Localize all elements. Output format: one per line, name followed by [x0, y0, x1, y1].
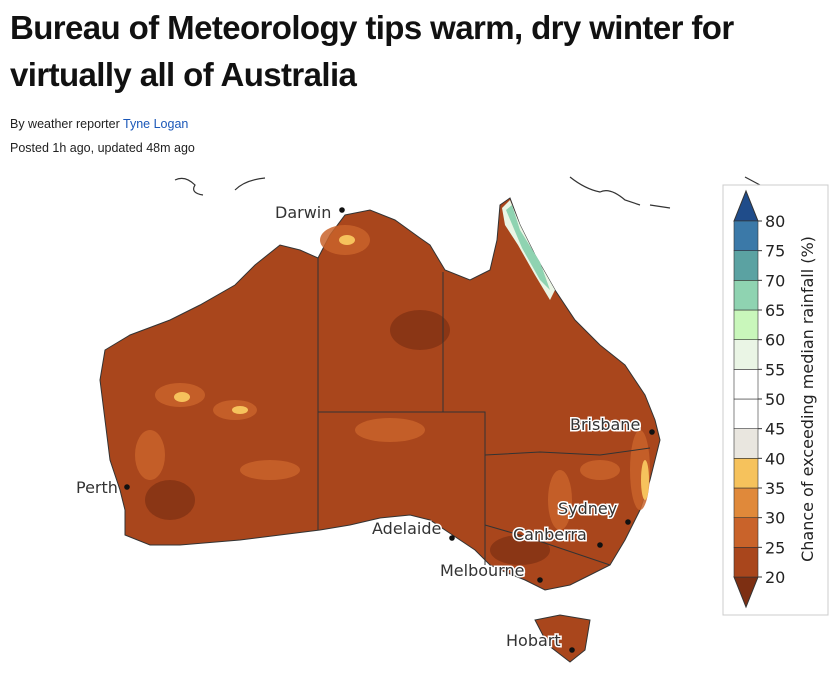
legend-swatch	[733, 458, 759, 489]
cities: Darwin Brisbane Perth Sydney Adelaide Canberr…	[75, 202, 655, 653]
city-label: Melbourne	[440, 561, 524, 580]
legend-tick-label: 75	[765, 242, 785, 261]
warm-patch	[232, 406, 248, 414]
tasmania	[534, 614, 591, 663]
city-dot	[449, 535, 455, 541]
legend-tick-label: 40	[765, 449, 785, 468]
city-dot	[597, 542, 603, 548]
legend-tick-label: 80	[765, 212, 785, 231]
legend-swatch	[733, 398, 759, 429]
legend: 20 25 30 35 40 45 50 55 60 65 70 75 80 Chance of exce…	[722, 184, 829, 616]
legend-swatch	[733, 250, 759, 281]
dry-patch	[355, 418, 425, 442]
legend-swatch	[733, 339, 759, 370]
dry-patch	[580, 460, 620, 480]
headline: Bureau of Meteorology tips warm, dry win…	[10, 9, 734, 93]
very-dry-patch	[390, 310, 450, 350]
cape-york-wetter	[506, 205, 550, 290]
legend-tick-label: 70	[765, 271, 785, 290]
city-dot	[649, 429, 655, 435]
legend-tick-label: 45	[765, 420, 785, 439]
legend-tick-label: 55	[765, 360, 785, 379]
mainland	[99, 197, 661, 591]
coastline-islands	[174, 176, 761, 209]
warm-patch	[339, 235, 355, 245]
land	[99, 197, 661, 663]
legend-tick-label: 20	[765, 568, 785, 587]
warm-patch	[641, 460, 649, 500]
legend-tick-label: 65	[765, 301, 785, 320]
city-dot	[339, 207, 345, 213]
legend-swatch	[733, 547, 759, 578]
legend-swatch	[733, 309, 759, 340]
city-label: Darwin	[275, 203, 331, 222]
legend-swatch	[733, 487, 759, 518]
dry-patch	[135, 430, 165, 480]
timestamp: Posted 1h ago, updated 48m ago	[10, 141, 195, 155]
state-borders	[317, 258, 651, 566]
byline-prefix: By weather reporter	[10, 117, 120, 131]
city-label: Hobart	[506, 631, 561, 650]
legend-swatch	[733, 369, 759, 400]
very-dry-patch	[490, 535, 550, 565]
legend-tick-label: 50	[765, 390, 785, 409]
byline: By weather reporter Tyne Logan	[10, 117, 188, 131]
city-label: Brisbane	[570, 415, 640, 434]
city-dot	[625, 519, 631, 525]
warm-patch	[174, 392, 190, 402]
legend-tick-label: 35	[765, 479, 785, 498]
city-dot	[569, 647, 575, 653]
legend-swatch	[733, 280, 759, 311]
legend-tick-label: 25	[765, 538, 785, 557]
city-label: Adelaide	[372, 519, 441, 538]
legend-title: Chance of exceeding median rainfall (%)	[798, 236, 817, 562]
city-label: Canberra	[513, 525, 587, 544]
dry-patch	[548, 470, 572, 530]
legend-swatch	[733, 428, 759, 459]
city-dot	[124, 484, 130, 490]
dry-patch	[240, 460, 300, 480]
legend-swatch	[733, 220, 759, 251]
legend-tick-label: 60	[765, 331, 785, 350]
legend-tick-label: 30	[765, 509, 785, 528]
rainfall-map: Darwin Brisbane Perth Sydney Adelaide Canberr…	[75, 176, 829, 663]
very-dry-patch	[145, 480, 195, 520]
city-dot	[537, 577, 543, 583]
author-link[interactable]: Tyne Logan	[123, 117, 189, 131]
city-label: Sydney	[558, 499, 617, 518]
city-label: Perth	[76, 478, 118, 497]
legend-swatch	[733, 517, 759, 548]
